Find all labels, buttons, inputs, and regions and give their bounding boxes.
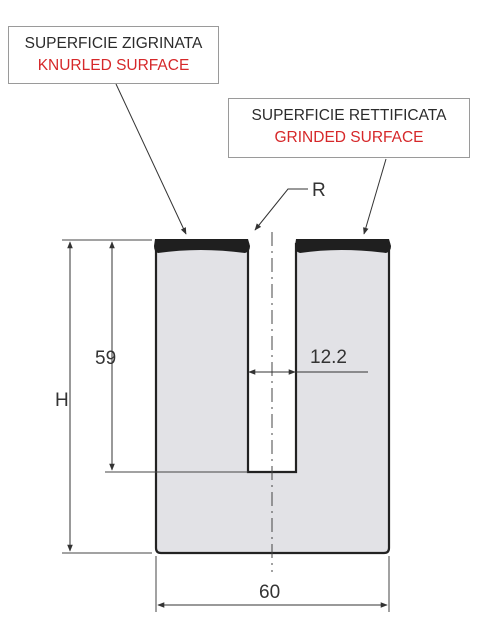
knurled-callout: SUPERFICIE ZIGRINATA KNURLED SURFACE xyxy=(8,26,219,84)
grinded-label-en: GRINDED SURFACE xyxy=(274,129,424,146)
knurled-surface-band xyxy=(154,239,250,253)
radius-leader xyxy=(254,188,308,231)
height-label: H xyxy=(55,390,69,411)
knurled-label-it: SUPERFICIE ZIGRINATA xyxy=(24,35,203,52)
width-label: 60 xyxy=(259,582,280,603)
radius-label: R xyxy=(312,180,326,201)
grinded-surface-band xyxy=(295,239,391,253)
knurled-leader xyxy=(115,83,187,235)
depth-label: 59 xyxy=(95,348,116,369)
grinded-leader xyxy=(363,158,387,235)
grinded-callout: SUPERFICIE RETTIFICATA GRINDED SURFACE xyxy=(228,98,470,158)
groove-width-label: 12.2 xyxy=(310,347,347,368)
grinded-label-it: SUPERFICIE RETTIFICATA xyxy=(251,107,447,124)
knurled-label-en: KNURLED SURFACE xyxy=(37,57,190,74)
